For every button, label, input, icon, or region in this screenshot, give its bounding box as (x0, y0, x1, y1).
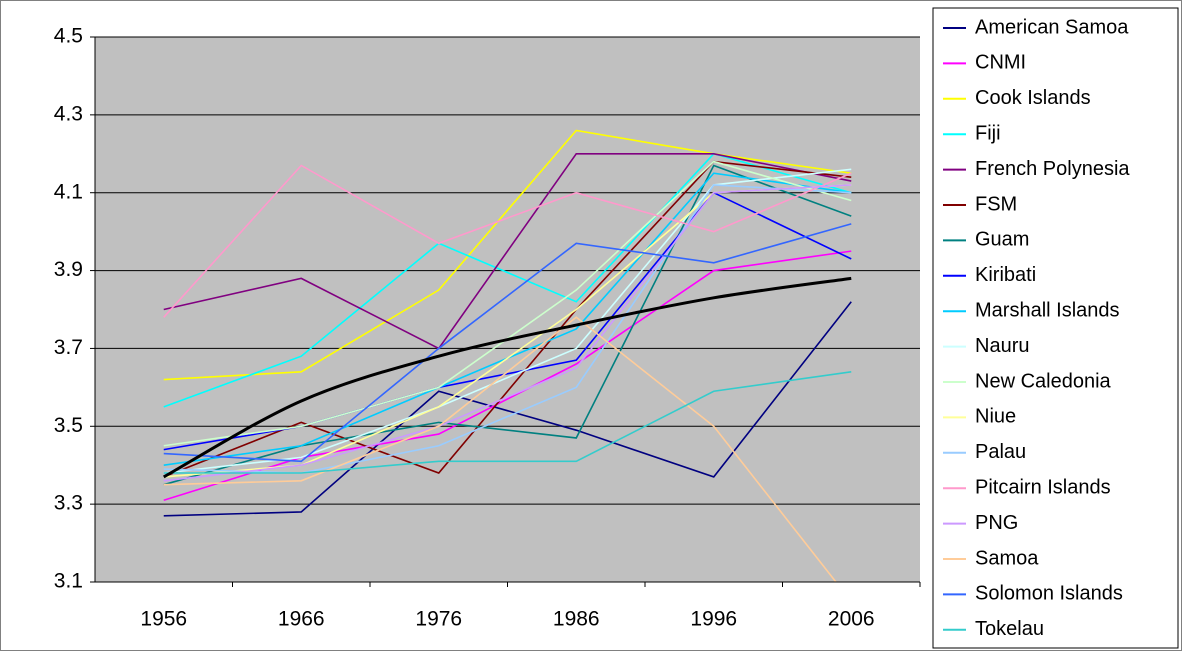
legend-label: Niue (975, 406, 1016, 428)
x-tick-label: 1996 (690, 608, 737, 631)
series-line (163, 164, 852, 486)
y-tick-label: 4.3 (54, 102, 83, 125)
series-line (163, 184, 852, 482)
series-line (163, 152, 852, 350)
series-line (163, 152, 852, 408)
y-tick-label: 3.9 (54, 258, 83, 281)
x-tick-label: 1986 (553, 608, 600, 631)
series-line (163, 129, 852, 381)
legend-label: Nauru (975, 335, 1029, 357)
plot-area (95, 37, 920, 582)
legend-label: Kiribati (975, 264, 1036, 286)
legend-label: Marshall Islands (975, 299, 1120, 321)
y-tick-label: 4.1 (54, 180, 83, 203)
legend-label: CNMI (975, 52, 1026, 74)
legend (932, 7, 1179, 649)
legend-label: American Samoa (975, 16, 1129, 38)
x-tick-label: 1976 (415, 608, 462, 631)
y-tick-label: 3.3 (54, 492, 83, 515)
x-tick-label: 2006 (828, 608, 875, 631)
y-tick-label: 3.7 (54, 336, 83, 359)
legend-label: Pitcairn Islands (975, 476, 1111, 498)
y-tick-label: 4.5 (54, 25, 83, 48)
legend-label: Cook Islands (975, 87, 1091, 109)
y-tick-label: 3.5 (54, 414, 83, 437)
legend-label: Samoa (975, 547, 1039, 569)
legend-label: Solomon Islands (975, 583, 1123, 605)
y-tick-label: 3.1 (54, 570, 83, 593)
legend-label: Palau (975, 441, 1026, 463)
legend-label: PNG (975, 512, 1018, 534)
legend-label: Guam (975, 229, 1029, 251)
x-tick-label: 1966 (278, 608, 325, 631)
legend-label: Fiji (975, 122, 1001, 144)
legend-label: FSM (975, 193, 1017, 215)
series-line (163, 370, 852, 474)
legend-label: New Caledonia (975, 370, 1112, 392)
series-line (163, 316, 837, 582)
series-line (163, 223, 852, 463)
series-line (163, 164, 852, 318)
legend-label: Tokelau (975, 618, 1044, 640)
series-line (163, 301, 852, 517)
series-line (163, 250, 852, 502)
series-line (163, 160, 852, 478)
trend-line (163, 276, 852, 479)
x-tick-label: 1956 (140, 608, 187, 631)
legend-label: French Polynesia (975, 158, 1130, 180)
